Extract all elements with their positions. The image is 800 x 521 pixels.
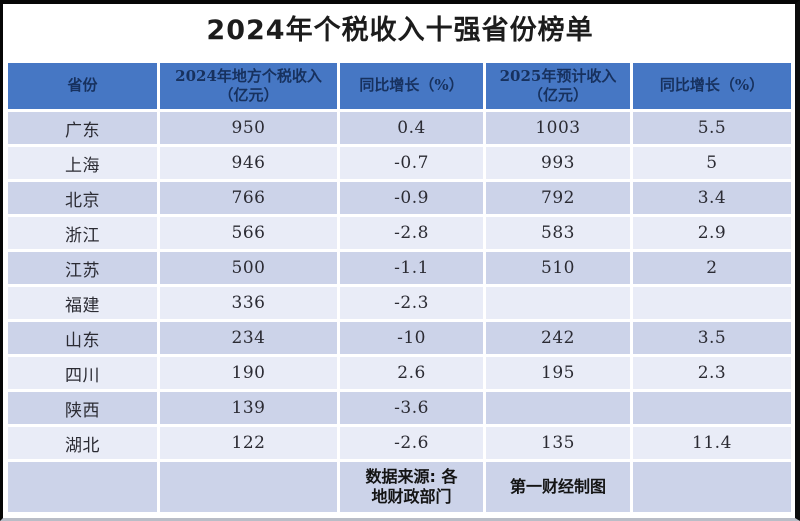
table-row: 广东 950 0.4 1003 5.5 [8, 112, 791, 144]
column-header-yoy-2025: 同比增长（%） [632, 63, 791, 109]
cell-tax-2024: 122 [159, 427, 338, 459]
table-header-row: 省份 2024年地方个税收入（亿元） 同比增长（%） 2025年预计收入（亿元）… [8, 63, 791, 109]
cell-tax-2024: 950 [159, 112, 338, 144]
table-row: 陕西 139 -3.6 [8, 392, 791, 424]
cell-yoy-2024: -10 [340, 322, 484, 354]
page-title: 2024年个税收入十强省份榜单 [206, 15, 594, 46]
table-row: 湖北 122 -2.6 135 11.4 [8, 427, 791, 459]
cell-yoy-2025: 5 [632, 147, 791, 179]
table-footer-row: 数据来源: 各地财政部门 第一财经制图 [8, 462, 791, 512]
cell-yoy-2025: 3.5 [632, 322, 791, 354]
cell-yoy-2024: -2.6 [340, 427, 484, 459]
cell-forecast-2025: 510 [486, 252, 630, 284]
data-source-note: 数据来源: 各地财政部门 [340, 462, 484, 512]
cell-province: 北京 [8, 182, 157, 214]
table-row: 江苏 500 -1.1 510 2 [8, 252, 791, 284]
cell-forecast-2025 [486, 287, 630, 319]
cell-yoy-2024: 0.4 [340, 112, 484, 144]
cell-yoy-2024: -2.3 [340, 287, 484, 319]
cell-province: 山东 [8, 322, 157, 354]
cell-province: 福建 [8, 287, 157, 319]
cell-yoy-2024: -0.7 [340, 147, 484, 179]
table-row: 浙江 566 -2.8 583 2.9 [8, 217, 791, 249]
cell-tax-2024: 566 [159, 217, 338, 249]
cell-yoy-2025: 2.3 [632, 357, 791, 389]
data-source-text: 数据来源: 各地财政部门 [365, 467, 458, 506]
cell-tax-2024: 336 [159, 287, 338, 319]
column-header-tax-2024: 2024年地方个税收入（亿元） [159, 63, 338, 109]
cell-tax-2024: 500 [159, 252, 338, 284]
cell-yoy-2025: 3.4 [632, 182, 791, 214]
table-row: 北京 766 -0.9 792 3.4 [8, 182, 791, 214]
cell-tax-2024: 766 [159, 182, 338, 214]
table-row: 上海 946 -0.7 993 5 [8, 147, 791, 179]
cell-tax-2024: 946 [159, 147, 338, 179]
column-header-yoy-2024: 同比增长（%） [340, 63, 484, 109]
table-row: 山东 234 -10 242 3.5 [8, 322, 791, 354]
cell-province: 广东 [8, 112, 157, 144]
cell-forecast-2025: 583 [486, 217, 630, 249]
cell-yoy-2024: -1.1 [340, 252, 484, 284]
cell-yoy-2025: 5.5 [632, 112, 791, 144]
cell-forecast-2025: 1003 [486, 112, 630, 144]
table-row: 福建 336 -2.3 [8, 287, 791, 319]
cell-yoy-2024: -0.9 [340, 182, 484, 214]
cell-forecast-2025: 195 [486, 357, 630, 389]
tax-ranking-table: 省份 2024年地方个税收入（亿元） 同比增长（%） 2025年预计收入（亿元）… [5, 60, 794, 515]
cell-forecast-2025: 135 [486, 427, 630, 459]
cell-forecast-2025 [486, 392, 630, 424]
cell-province: 江苏 [8, 252, 157, 284]
cell-tax-2024: 234 [159, 322, 338, 354]
cell-yoy-2025: 2 [632, 252, 791, 284]
column-header-forecast-2025: 2025年预计收入（亿元） [486, 63, 630, 109]
cell-province: 上海 [8, 147, 157, 179]
cell-yoy-2024: -2.8 [340, 217, 484, 249]
credit-note: 第一财经制图 [486, 462, 630, 512]
cell-forecast-2025: 242 [486, 322, 630, 354]
column-header-province: 省份 [8, 63, 157, 109]
footer-empty-cell [8, 462, 157, 512]
cell-yoy-2025 [632, 392, 791, 424]
table-row: 四川 190 2.6 195 2.3 [8, 357, 791, 389]
cell-tax-2024: 190 [159, 357, 338, 389]
cell-tax-2024: 139 [159, 392, 338, 424]
cell-province: 陕西 [8, 392, 157, 424]
cell-forecast-2025: 792 [486, 182, 630, 214]
footer-empty-cell [632, 462, 791, 512]
cell-province: 湖北 [8, 427, 157, 459]
cell-forecast-2025: 993 [486, 147, 630, 179]
cell-province: 浙江 [8, 217, 157, 249]
footer-empty-cell [159, 462, 338, 512]
cell-yoy-2024: 2.6 [340, 357, 484, 389]
cell-yoy-2024: -3.6 [340, 392, 484, 424]
cell-province: 四川 [8, 357, 157, 389]
cell-yoy-2025 [632, 287, 791, 319]
cell-yoy-2025: 2.9 [632, 217, 791, 249]
cell-yoy-2025: 11.4 [632, 427, 791, 459]
